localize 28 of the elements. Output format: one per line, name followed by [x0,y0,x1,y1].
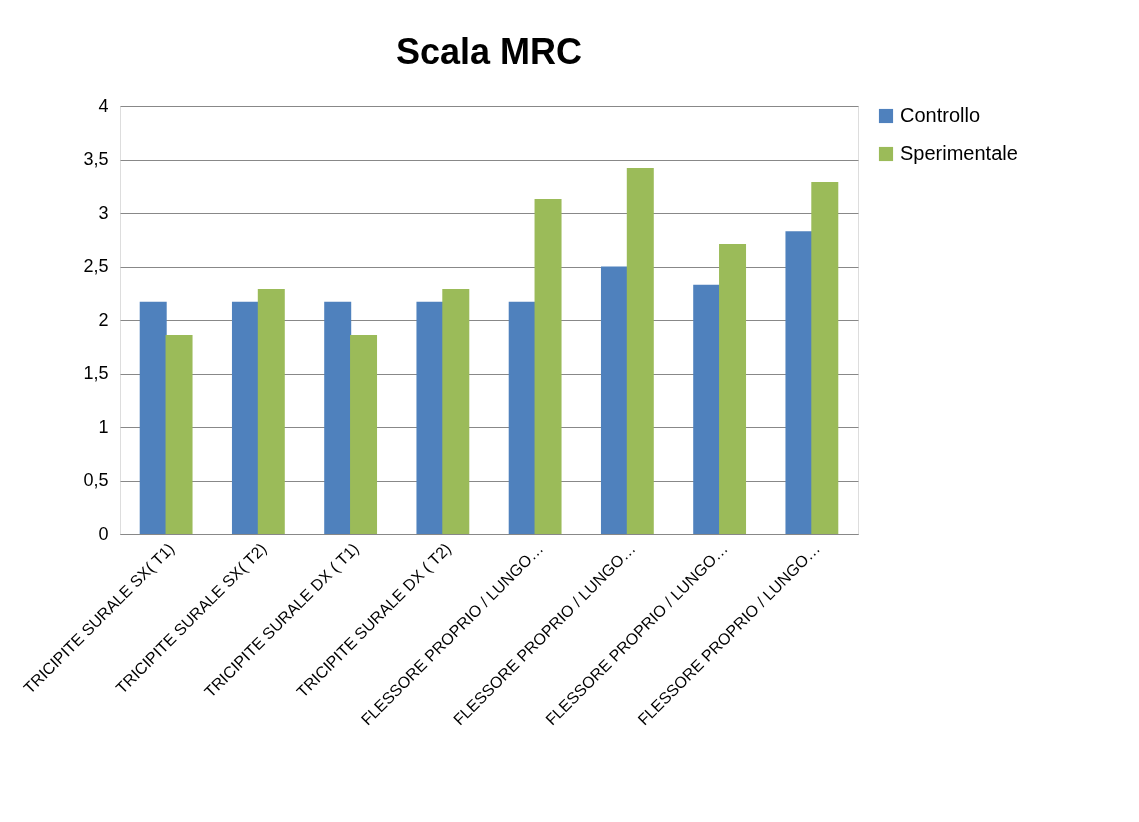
bar [165,334,193,534]
bar [508,301,536,534]
bar [811,181,839,534]
bar [324,301,352,534]
y-tick-label: 1 [98,416,109,437]
bar [693,284,721,534]
legend-label: Sperimentale [900,142,1018,164]
y-tick-label: 4 [98,95,109,116]
y-tick-label: 0 [98,523,109,544]
y-tick-label: 3 [98,202,109,223]
y-tick-label: 0,5 [83,470,109,490]
bar [139,301,167,534]
bar [534,199,562,534]
y-tick-label: 3,5 [83,149,109,169]
y-tick-label: 2,5 [83,256,109,276]
y-tick-label: 1,5 [83,363,109,383]
bar [719,244,747,534]
y-tick-label: 2 [98,309,109,330]
bar [600,266,628,534]
bar [350,334,378,534]
bar [442,288,470,534]
bar [785,231,813,534]
bar [416,301,444,534]
chart-title: Scala MRC [395,31,583,72]
bar [231,301,259,534]
legend-label: Controllo [900,104,981,126]
bar [257,288,285,534]
bar [626,168,654,534]
